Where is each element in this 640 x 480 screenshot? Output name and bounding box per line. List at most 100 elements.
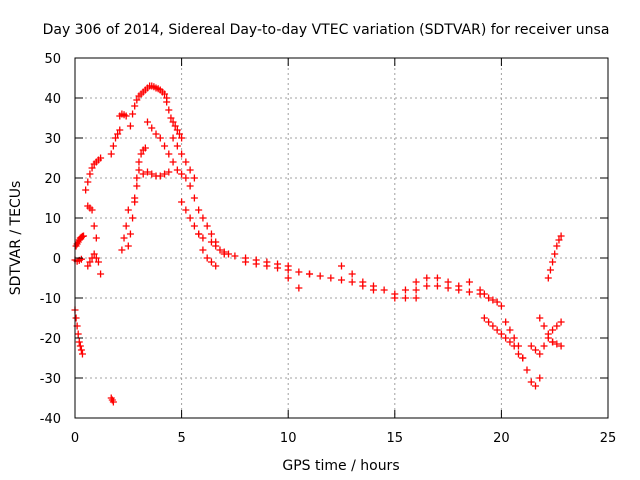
data-point-arc-ah [546, 266, 554, 274]
data-point-arc-a [75, 338, 83, 346]
data-point-arc-o [152, 130, 160, 138]
data-point-arc-ac [476, 286, 484, 294]
data-point-arc-g [114, 130, 122, 138]
data-point-arc-p [167, 114, 175, 122]
data-point-arc-ab [444, 284, 452, 292]
data-point-arc-ad [497, 330, 505, 338]
data-point-arc-ac [485, 294, 493, 302]
data-point-arc-q [169, 134, 177, 142]
data-point-arc-ah [549, 258, 557, 266]
data-point-arc-f [84, 262, 92, 270]
data-point-arc-y [306, 270, 314, 278]
data-point-arc-ag [540, 322, 548, 330]
data-point-arc-m [137, 150, 145, 158]
data-point-arc-ac [489, 296, 497, 304]
data-point-arc-o [173, 166, 181, 174]
data-point-arc-f [86, 258, 94, 266]
data-point-arc-r [199, 214, 207, 222]
data-point-arc-y [316, 272, 324, 280]
data-point-arc-g [107, 150, 115, 158]
data-point-arc-o [165, 150, 173, 158]
data-point-arc-w [252, 260, 260, 268]
data-point-arc-l [126, 230, 134, 238]
data-point-arc-t [203, 254, 211, 262]
x-tick-label: 10 [280, 431, 297, 446]
data-point-arc-d [97, 154, 105, 162]
data-point-arc-s [186, 214, 194, 222]
data-point-arc-w [242, 258, 250, 266]
data-point-arc-s [178, 198, 186, 206]
data-point-arc-ab [465, 288, 473, 296]
data-point-arc-g [109, 142, 117, 150]
data-point-arc-aa [444, 278, 452, 286]
data-point-arc-t [195, 230, 203, 238]
data-point-arc-m [135, 158, 143, 166]
data-point-arc-n [161, 170, 169, 178]
x-tick-label: 5 [177, 431, 185, 446]
data-point-arc-g [112, 134, 120, 142]
data-point-arc-q [182, 158, 190, 166]
data-point-arc-q [178, 150, 186, 158]
y-tick-label: -10 [40, 292, 61, 307]
data-point-arc-f [94, 258, 102, 266]
data-point-arc-a [76, 342, 84, 350]
data-point-arc-n [156, 172, 164, 180]
data-point-arc-a [77, 346, 85, 354]
data-point-arc-u [207, 238, 215, 246]
data-point-arc-ad [502, 334, 510, 342]
data-point-arc-ag [544, 330, 552, 338]
data-point-arc-s [182, 206, 190, 214]
data-point-arc-y [338, 276, 345, 284]
data-point-arc-ah [557, 232, 565, 240]
data-point-arc-z [369, 282, 377, 290]
data-point-arc-ae [536, 374, 544, 382]
y-tick-label: 20 [44, 172, 61, 187]
data-point-arc-w [284, 266, 292, 274]
data-point-arc-o [161, 142, 169, 150]
data-point-arc-u [216, 246, 224, 254]
data-point-arc-ae [523, 366, 531, 374]
data-point-arc-aa [391, 294, 399, 302]
data-point-arc-aa [465, 278, 473, 286]
data-point-arc-d [82, 186, 90, 194]
data-point-arc-af [553, 322, 561, 330]
x-axis-label: GPS time / hours [282, 458, 399, 474]
y-tick-label: -30 [40, 372, 61, 387]
data-point-arc-i [118, 246, 126, 254]
data-point-arc-aa [412, 278, 420, 286]
data-point-arc-w [295, 268, 303, 276]
data-point-arc-ab [455, 286, 463, 294]
grid-lines [75, 58, 608, 418]
data-point-arc-ac [480, 290, 488, 298]
y-tick-label: -40 [40, 412, 61, 427]
data-point-arc-o [143, 118, 151, 126]
data-point-arc-l [129, 214, 137, 222]
data-point-arc-ah [551, 250, 559, 258]
data-point-arc-e [92, 234, 100, 242]
data-point-arc-aa [433, 274, 441, 282]
data-point-arc-ad [493, 326, 501, 334]
data-point-arc-m [131, 194, 139, 202]
data-point-arc-d [86, 170, 94, 178]
data-point-arc-ae [519, 354, 527, 362]
data-point-arc-v [220, 250, 228, 258]
data-point-arc-af [540, 342, 548, 350]
data-point-arc-p [169, 118, 177, 126]
data-point-arc-p [163, 98, 171, 106]
data-point-arc-ad [489, 322, 497, 330]
data-points [71, 82, 565, 406]
data-point-arc-af [549, 326, 557, 334]
data-point-arc-ac [493, 298, 501, 306]
data-point-arc-o [178, 170, 186, 178]
data-point-arc-e [88, 206, 96, 214]
y-tick-label: 10 [44, 212, 61, 227]
data-point-arc-ab [423, 282, 431, 290]
data-point-arc-x [295, 284, 303, 292]
data-point-arc-c [77, 255, 85, 263]
data-point-arc-k [161, 90, 169, 98]
data-point-arc-af [532, 346, 540, 354]
data-point-arc-r [182, 174, 190, 182]
data-point-arc-t [212, 262, 220, 270]
data-point-arc-r [195, 206, 203, 214]
data-point-arc-a [72, 314, 80, 322]
